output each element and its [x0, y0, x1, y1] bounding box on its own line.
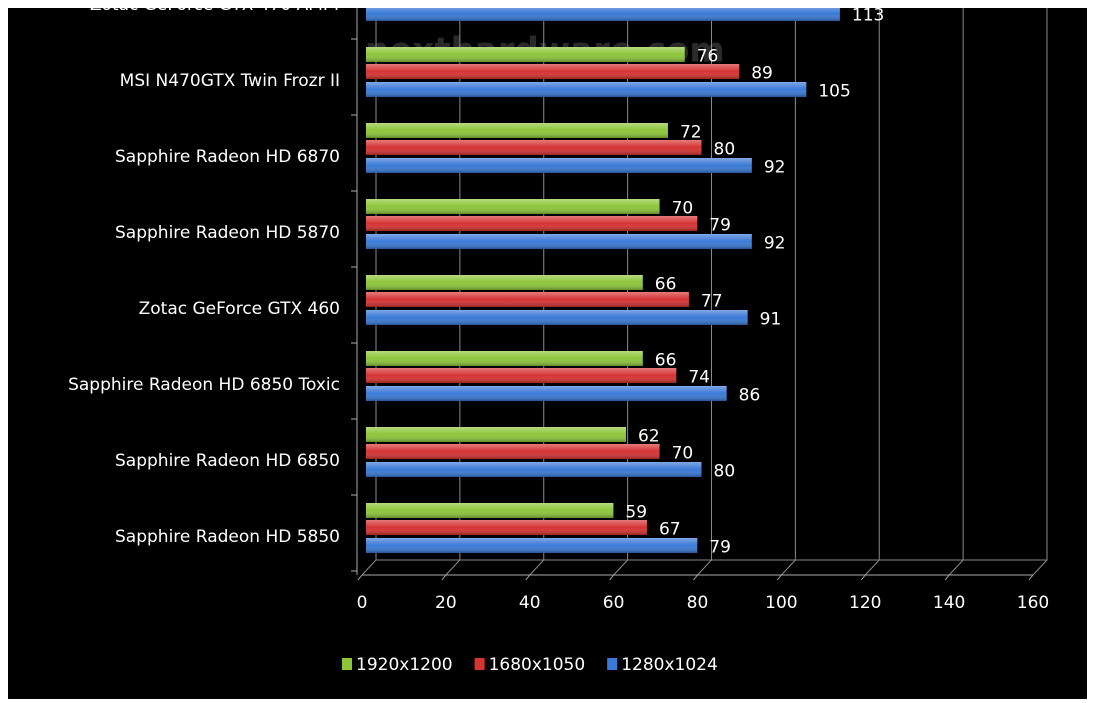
- x-tick: [944, 574, 950, 581]
- y-tick-label: MSI N470GTX Twin Frozr II: [120, 71, 340, 91]
- value-label: 59: [625, 503, 647, 523]
- value-label: 77: [701, 292, 723, 312]
- y-tick-label: Sapphire Radeon HD 6850 Toxic: [68, 375, 340, 395]
- value-label: 79: [709, 216, 731, 236]
- x-tick: [1028, 574, 1034, 581]
- bar-shade: [366, 82, 807, 97]
- bar-shade: [366, 292, 689, 307]
- y-tick-label: Sapphire Radeon HD 5850: [115, 527, 340, 547]
- value-label: 80: [714, 140, 736, 160]
- bar-shade: [366, 234, 752, 249]
- legend-swatch: [607, 658, 618, 670]
- bar-shade: [366, 368, 677, 383]
- legend-label: 1280x1024: [621, 655, 718, 675]
- x-tick: [609, 574, 615, 581]
- bar-shade: [366, 520, 647, 535]
- value-label: 76: [697, 47, 719, 67]
- bar-shade: [366, 47, 685, 62]
- value-label: 66: [655, 351, 677, 371]
- frame: [1087, 0, 1095, 699]
- x-tick: [357, 574, 363, 581]
- value-label: 80: [714, 462, 736, 482]
- value-label: 70: [672, 444, 694, 464]
- x-tick-label: 0: [357, 593, 368, 613]
- x-tick: [525, 574, 531, 581]
- bar-shade: [366, 386, 727, 401]
- y-tick-label: Sapphire Radeon HD 5870: [115, 223, 340, 243]
- bar-shade: [366, 6, 840, 21]
- value-label: 66: [655, 275, 677, 295]
- bar-shade: [366, 123, 668, 138]
- value-label: 79: [709, 538, 731, 558]
- bar-shade: [366, 538, 698, 553]
- bar-shade: [366, 216, 698, 231]
- bar-shade: [366, 310, 748, 325]
- value-label: 74: [688, 368, 710, 388]
- legend-label: 1920x1200: [356, 655, 453, 675]
- bar-shade: [366, 275, 643, 290]
- legend-swatch: [474, 658, 485, 670]
- value-label: 70: [672, 199, 694, 219]
- x-tick-label: 100: [765, 593, 797, 613]
- legend-label: 1680x1050: [489, 655, 586, 675]
- x-tick: [693, 574, 698, 581]
- x-tick-label: 80: [687, 593, 709, 613]
- value-label: 86: [739, 386, 761, 406]
- x-tick: [776, 574, 782, 581]
- value-label: 105: [818, 82, 850, 102]
- bar-shade: [366, 503, 614, 518]
- value-label: 89: [751, 64, 773, 84]
- bar-shade: [366, 158, 752, 173]
- legend-swatch: [342, 658, 352, 670]
- x-tick: [441, 574, 447, 581]
- value-label: 92: [764, 234, 786, 254]
- x-tick-label: 20: [435, 593, 457, 613]
- value-label: 67: [659, 520, 681, 540]
- value-label: 91: [760, 310, 782, 330]
- bar-shade: [366, 444, 660, 459]
- x-tick-label: 120: [849, 593, 881, 613]
- x-tick-label: 160: [1017, 593, 1049, 613]
- x-tick: [860, 574, 866, 581]
- value-label: 113: [852, 6, 884, 26]
- frame: [0, 0, 8, 699]
- bar-shade: [366, 427, 627, 442]
- value-label: 92: [764, 158, 786, 178]
- value-label: 62: [638, 427, 660, 447]
- value-label: 72: [680, 123, 702, 143]
- bar-shade: [366, 351, 643, 366]
- bar-shade: [366, 140, 702, 155]
- bar-shade: [366, 64, 740, 79]
- x-tick-label: 40: [519, 593, 541, 613]
- y-tick-label: Zotac GeForce GTX 460: [139, 299, 340, 319]
- y-tick-label: Sapphire Radeon HD 6870: [115, 147, 340, 167]
- y-tick-label: Sapphire Radeon HD 6850: [115, 451, 340, 471]
- x-tick-label: 140: [933, 593, 965, 613]
- bar-shade: [366, 199, 660, 214]
- frame: [0, 0, 1095, 8]
- bar-shade: [366, 462, 702, 477]
- x-tick-label: 60: [603, 593, 625, 613]
